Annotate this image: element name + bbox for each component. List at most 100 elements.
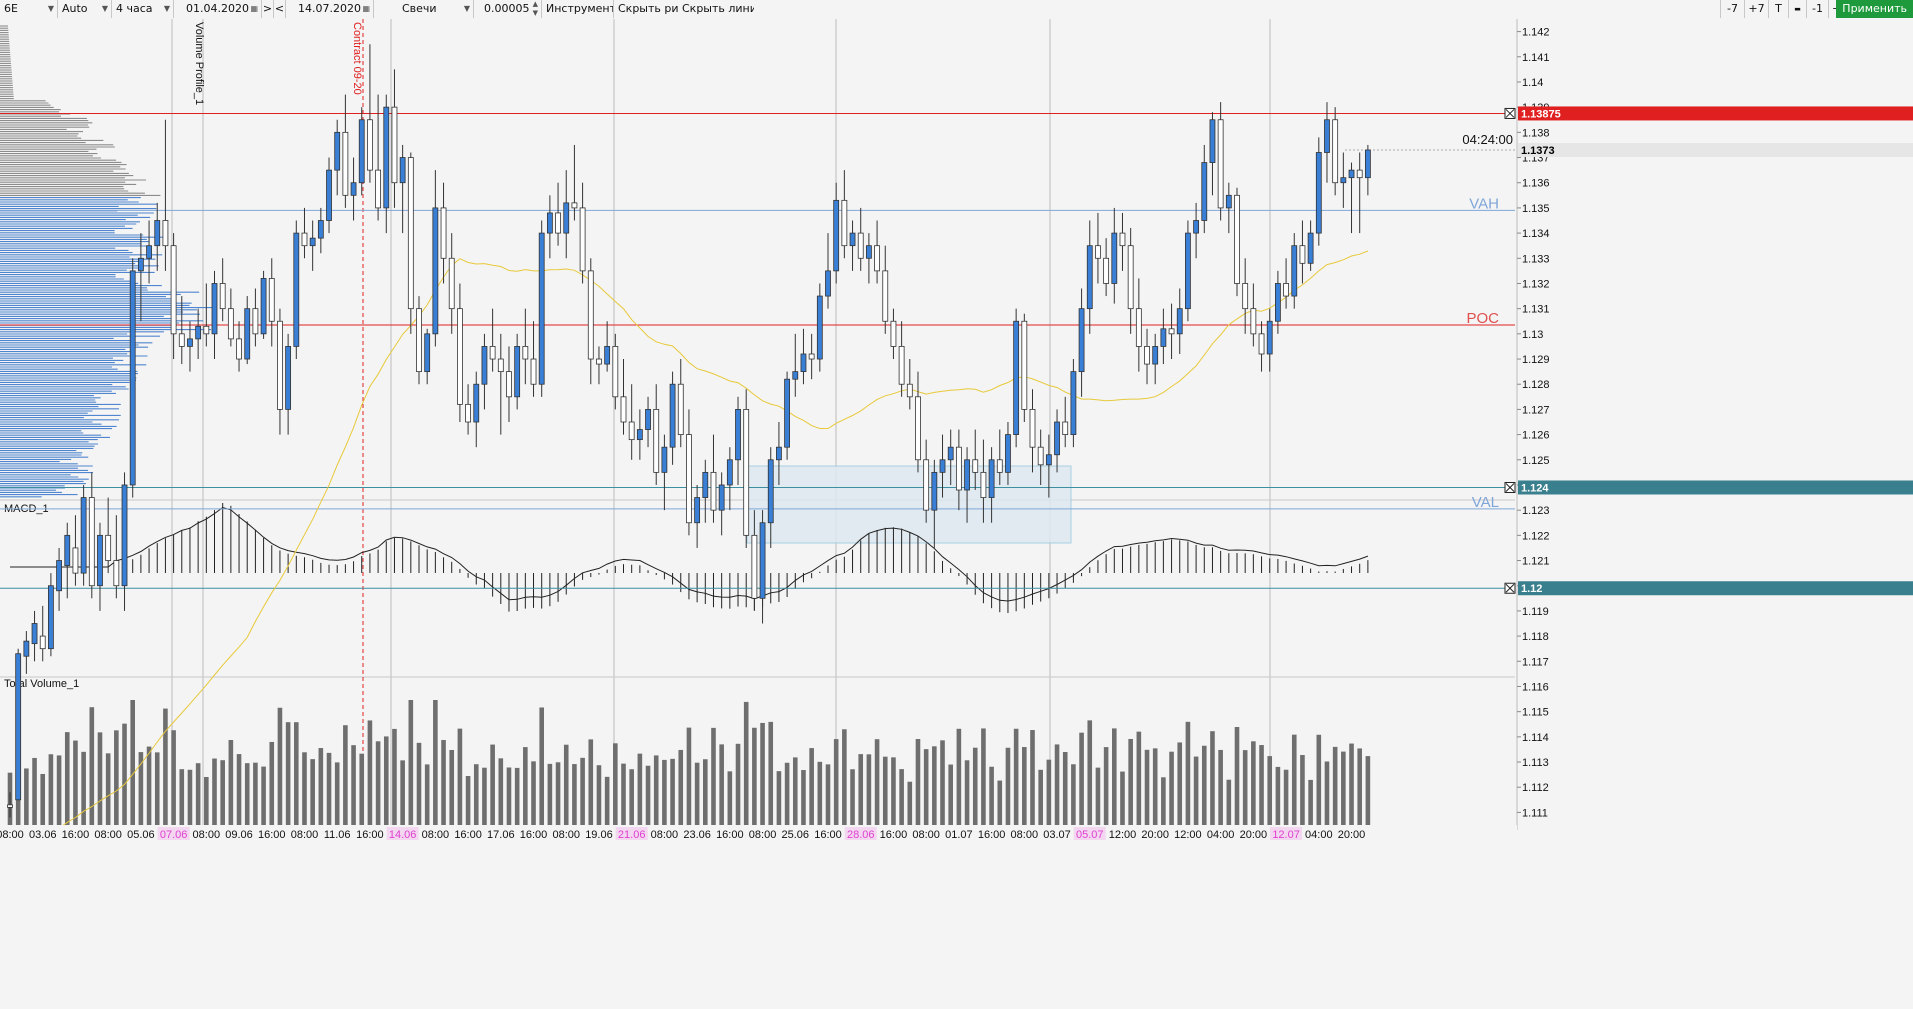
chart-labels: VAH POC VAL 04:24:00 Volume Profile_1 Contrac…	[193, 22, 1513, 511]
chart-type-select[interactable]: Свечи ▼	[374, 0, 474, 18]
volume-bar	[956, 728, 962, 825]
volume-bar	[596, 765, 602, 825]
today-button[interactable]: T	[1768, 0, 1788, 18]
symbol-select[interactable]: 6E ▼	[0, 0, 58, 18]
candle-body	[1266, 320, 1273, 355]
x-tick-label: 08:00	[0, 829, 24, 841]
volume-bar	[1071, 764, 1076, 825]
zone-rect	[746, 465, 1072, 544]
x-tick-label: 07.06	[160, 829, 188, 841]
x-tick-label: 21.06	[618, 829, 646, 841]
y-tick-label: 1.125	[1522, 455, 1550, 467]
volume-bar	[392, 728, 397, 825]
volume-bar	[850, 769, 855, 825]
calendar-icon: ▦	[362, 4, 370, 13]
candle-body	[407, 157, 414, 310]
hide-lines-button[interactable]: Скрыть линии	[682, 2, 754, 15]
candle-body	[808, 353, 815, 360]
price-tag-112-bg	[1518, 581, 1913, 596]
candle-body	[268, 278, 275, 322]
candle-body	[906, 383, 913, 398]
mode-select[interactable]: Auto ▼	[58, 0, 112, 18]
minus1-button[interactable]: -1	[1806, 0, 1828, 18]
minus7-button[interactable]: -7	[1720, 0, 1744, 18]
hide-drawings-button[interactable]: Скрыть рис.	[618, 2, 678, 15]
volume-bar	[1201, 745, 1207, 825]
volume-bar	[514, 767, 520, 825]
volume-bar	[792, 757, 798, 825]
volume-bar	[563, 744, 569, 825]
candle-body	[342, 131, 349, 196]
tick-size-input[interactable]: 0.00005 ▲ ▼	[474, 0, 542, 18]
prev-button[interactable]: <	[274, 0, 286, 18]
candle-body	[955, 446, 962, 491]
price-tag-red-bg	[1518, 106, 1913, 121]
spinner-icon: ▲ ▼	[532, 0, 538, 17]
candle-body	[1095, 245, 1101, 259]
volume-bar	[1267, 756, 1273, 825]
volume-bar	[1185, 721, 1191, 825]
volume-bar	[1300, 755, 1305, 825]
volume-bar	[212, 758, 217, 825]
y-tick-label: 1.132	[1522, 278, 1550, 290]
volume-bar	[989, 766, 994, 825]
maximize-icon[interactable]: ▬	[1788, 0, 1806, 18]
candle-body	[31, 623, 38, 645]
volume-bar	[1079, 732, 1084, 825]
candle-body	[939, 459, 946, 473]
candle-body	[15, 653, 22, 801]
y-tick-label: 1.131	[1522, 304, 1550, 316]
candle-body	[195, 325, 202, 340]
candle-body	[252, 308, 259, 335]
candle-body	[1078, 308, 1085, 373]
date-from-input[interactable]: 01.04.2020 ▦	[174, 0, 262, 18]
candle-body	[105, 534, 112, 561]
candle-body	[1193, 220, 1199, 234]
volume-bar	[1341, 751, 1346, 825]
volume-bar	[948, 764, 953, 825]
candle-body	[514, 346, 521, 398]
x-tick-label: 17.06	[487, 829, 515, 841]
volume-bar	[645, 765, 651, 825]
candle-body	[645, 409, 651, 430]
volume-bar	[269, 741, 275, 825]
candle-body	[1152, 346, 1159, 365]
y-tick-label: 1.115	[1522, 707, 1549, 719]
date-to-input[interactable]: 14.07.2020 ▦	[286, 0, 374, 18]
volume-bar	[138, 752, 144, 825]
x-tick-label: 08:00	[1011, 829, 1039, 841]
next-button[interactable]: >	[262, 0, 274, 18]
volume-bar	[825, 764, 831, 825]
plus7-button[interactable]: +7	[1744, 0, 1768, 18]
chevron-down-icon: ▼	[163, 4, 170, 13]
candle-body	[1250, 308, 1257, 335]
contract-label: Contract 09-20	[351, 22, 363, 95]
x-tick-label: 16:00	[454, 829, 482, 841]
volume-bar	[1087, 720, 1093, 825]
candle-body	[367, 119, 373, 171]
x-tick-label: 20:00	[1240, 829, 1268, 841]
candle-body	[7, 804, 13, 808]
volume-bar	[122, 723, 127, 825]
volume-bar	[24, 768, 29, 825]
candle-body	[743, 409, 750, 536]
x-tick-label: 08:00	[912, 829, 940, 841]
candle-body	[1070, 371, 1077, 435]
candle-body	[890, 320, 897, 347]
price-chart[interactable]: MACD_1 Total Volume_1 1.1421.1411.141.13…	[0, 19, 1913, 1009]
timeframe-select[interactable]: 4 часа ▼	[112, 0, 174, 18]
volume-bar	[1038, 769, 1043, 825]
apply-button[interactable]: Применить	[1836, 0, 1913, 18]
volume-bar	[1120, 771, 1125, 825]
volume-bar	[531, 761, 536, 825]
candle-body	[1119, 232, 1126, 247]
instruments-button[interactable]: Инструменты	[542, 0, 614, 18]
x-label-highlight	[1073, 827, 1106, 840]
candle-body	[219, 283, 226, 310]
candle-body	[1340, 177, 1347, 184]
x-tick-label: 12:00	[1109, 829, 1137, 841]
candle-body	[972, 459, 979, 473]
candle-body	[64, 534, 71, 566]
candle-body	[326, 169, 332, 221]
candle-body	[964, 459, 970, 491]
